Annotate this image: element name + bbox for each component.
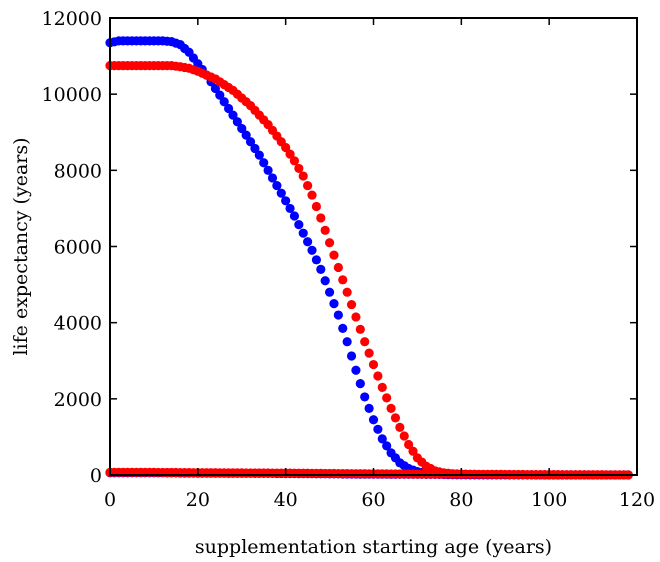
data-point (351, 312, 361, 322)
data-point (346, 351, 357, 361)
data-point (360, 337, 370, 347)
data-point (342, 287, 352, 297)
data-point (237, 123, 247, 134)
data-point (311, 201, 322, 212)
data-point (382, 441, 392, 451)
data-point (399, 431, 409, 441)
x-tick-label: 100 (531, 489, 567, 511)
data-point (342, 337, 352, 347)
data-point (241, 130, 251, 140)
data-point (338, 275, 348, 285)
x-tick-label: 60 (361, 489, 385, 511)
data-point (360, 392, 370, 402)
data-point (311, 255, 322, 265)
data-point (294, 163, 304, 174)
data-point (333, 310, 343, 320)
x-tick-label: 40 (274, 489, 298, 511)
data-point (390, 413, 401, 423)
data-point (351, 365, 361, 375)
y-tick-label: 10000 (42, 84, 102, 106)
data-point (294, 220, 304, 230)
data-point (281, 196, 291, 206)
data-point (373, 424, 383, 434)
data-point (377, 434, 387, 444)
data-point (307, 190, 317, 200)
data-point (355, 324, 365, 334)
data-point (289, 211, 300, 221)
data-point (395, 422, 405, 432)
x-tick-label: 80 (449, 489, 473, 511)
y-tick-label: 4000 (54, 313, 102, 335)
data-point (250, 143, 260, 154)
data-point (245, 137, 256, 147)
x-tick-label: 20 (186, 489, 210, 511)
data-point (368, 359, 379, 370)
data-point (324, 238, 335, 248)
y-tick-label: 2000 (54, 389, 102, 411)
data-point (364, 403, 374, 413)
data-point (276, 188, 286, 198)
data-point (298, 171, 308, 181)
data-point (338, 323, 348, 333)
data-point (298, 228, 308, 238)
data-point (215, 90, 225, 100)
axis-ticks: 0 20 40 60 80 100 120 0 2000 4000 6000 8000 10000 120… (42, 8, 656, 511)
data-point (289, 156, 300, 166)
data-point (210, 83, 220, 94)
data-point (303, 237, 313, 247)
x-axis-title: supplementation starting age (years) (195, 536, 552, 558)
data-point (373, 371, 383, 381)
x-tick-label: 120 (619, 489, 655, 511)
data-point (324, 287, 335, 297)
y-tick-label: 6000 (54, 237, 102, 259)
data-point (267, 173, 278, 183)
y-tick-label: 12000 (42, 8, 102, 30)
data-point (329, 250, 339, 260)
data-point (386, 403, 396, 413)
series-3 (105, 467, 633, 480)
data-point (223, 103, 234, 114)
data-point (320, 225, 330, 235)
y-axis-title: life expectancy (years) (10, 137, 32, 355)
data-point (254, 150, 264, 160)
data-point (377, 382, 387, 393)
data-point (272, 180, 282, 191)
y-tick-label: 0 (90, 465, 102, 487)
data-point (404, 439, 414, 450)
data-point (333, 262, 343, 273)
data-point (316, 264, 326, 274)
x-tick-label: 0 (104, 489, 116, 511)
data-point (281, 142, 291, 153)
data-point (285, 203, 295, 214)
data-point (355, 379, 365, 389)
data-point (320, 276, 330, 286)
data-point (382, 393, 392, 403)
data-point (346, 299, 357, 310)
data-points (105, 36, 633, 480)
data-point (232, 117, 242, 127)
y-tick-label: 8000 (54, 160, 102, 182)
series-1 (105, 61, 633, 480)
data-point (303, 180, 313, 191)
data-point (263, 165, 273, 175)
plot-frame (109, 17, 638, 476)
data-point (329, 299, 339, 309)
data-point (368, 415, 379, 425)
data-point (307, 245, 317, 255)
series-0 (105, 36, 633, 480)
data-point (364, 348, 374, 358)
data-point (285, 149, 295, 159)
data-point (228, 110, 238, 120)
data-point (316, 213, 326, 223)
data-point (219, 97, 229, 107)
data-point (408, 446, 418, 456)
data-point (259, 158, 269, 168)
